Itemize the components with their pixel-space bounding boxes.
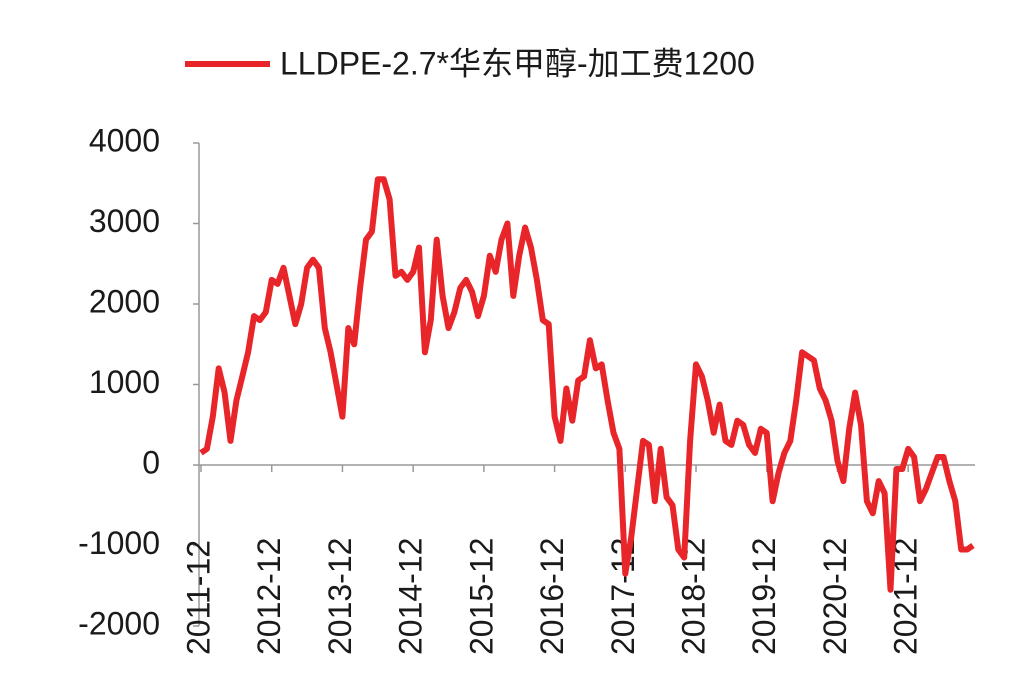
y-tick-label: 1000	[89, 364, 160, 400]
x-tick-label: 2014-12	[393, 538, 429, 655]
y-tick-label: 4000	[89, 122, 160, 158]
x-tick-label: 2012-12	[251, 538, 287, 655]
legend-label: LLDPE-2.7*华东甲醇-加工费1200	[280, 45, 755, 81]
y-tick-label: 0	[142, 444, 160, 480]
y-tick-label: 3000	[89, 203, 160, 239]
y-tick-label: 2000	[89, 283, 160, 319]
series-line	[199, 176, 975, 593]
x-tick-label: 2011-12	[180, 540, 216, 655]
y-tick-label: -1000	[78, 525, 160, 561]
x-tick-label: 2019-12	[746, 538, 782, 655]
x-tick-label: 2020-12	[817, 538, 853, 655]
y-tick-label: -2000	[78, 605, 160, 641]
x-tick-label: 2013-12	[322, 538, 358, 655]
x-tick-label: 2015-12	[463, 538, 499, 655]
x-tick-label: 2016-12	[534, 538, 570, 655]
